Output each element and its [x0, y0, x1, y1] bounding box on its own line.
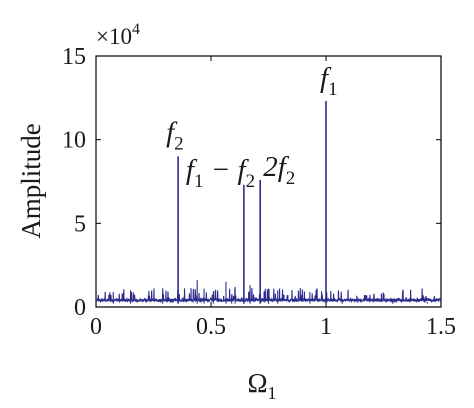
x-axis-title: Ω1: [247, 368, 276, 403]
x-tick-label: 0: [90, 314, 102, 340]
axis-ticks: [95, 55, 442, 308]
peak-markers: [112, 101, 428, 304]
peak-label: 2f2: [263, 151, 295, 189]
x-tick-label: 1: [320, 314, 332, 340]
peak-label: f2: [166, 116, 184, 154]
x-tick-label: 1.5: [426, 314, 456, 340]
y-axis-title: Amplitude: [16, 123, 46, 239]
peak-label: f1 − f2: [186, 154, 255, 192]
tick-labels: 0 0.5 1 1.5 0 5 10 15: [62, 44, 456, 340]
y-tick-label: 0: [74, 295, 86, 321]
x-tick-label: 0.5: [196, 314, 226, 340]
y-tick-label: 10: [62, 128, 86, 154]
peak-label: f1: [320, 62, 338, 100]
y-tick-label: 15: [62, 44, 86, 70]
y-tick-label: 5: [74, 211, 86, 237]
y-multiplier: ×104: [96, 21, 140, 49]
plot-frame: [95, 55, 442, 308]
